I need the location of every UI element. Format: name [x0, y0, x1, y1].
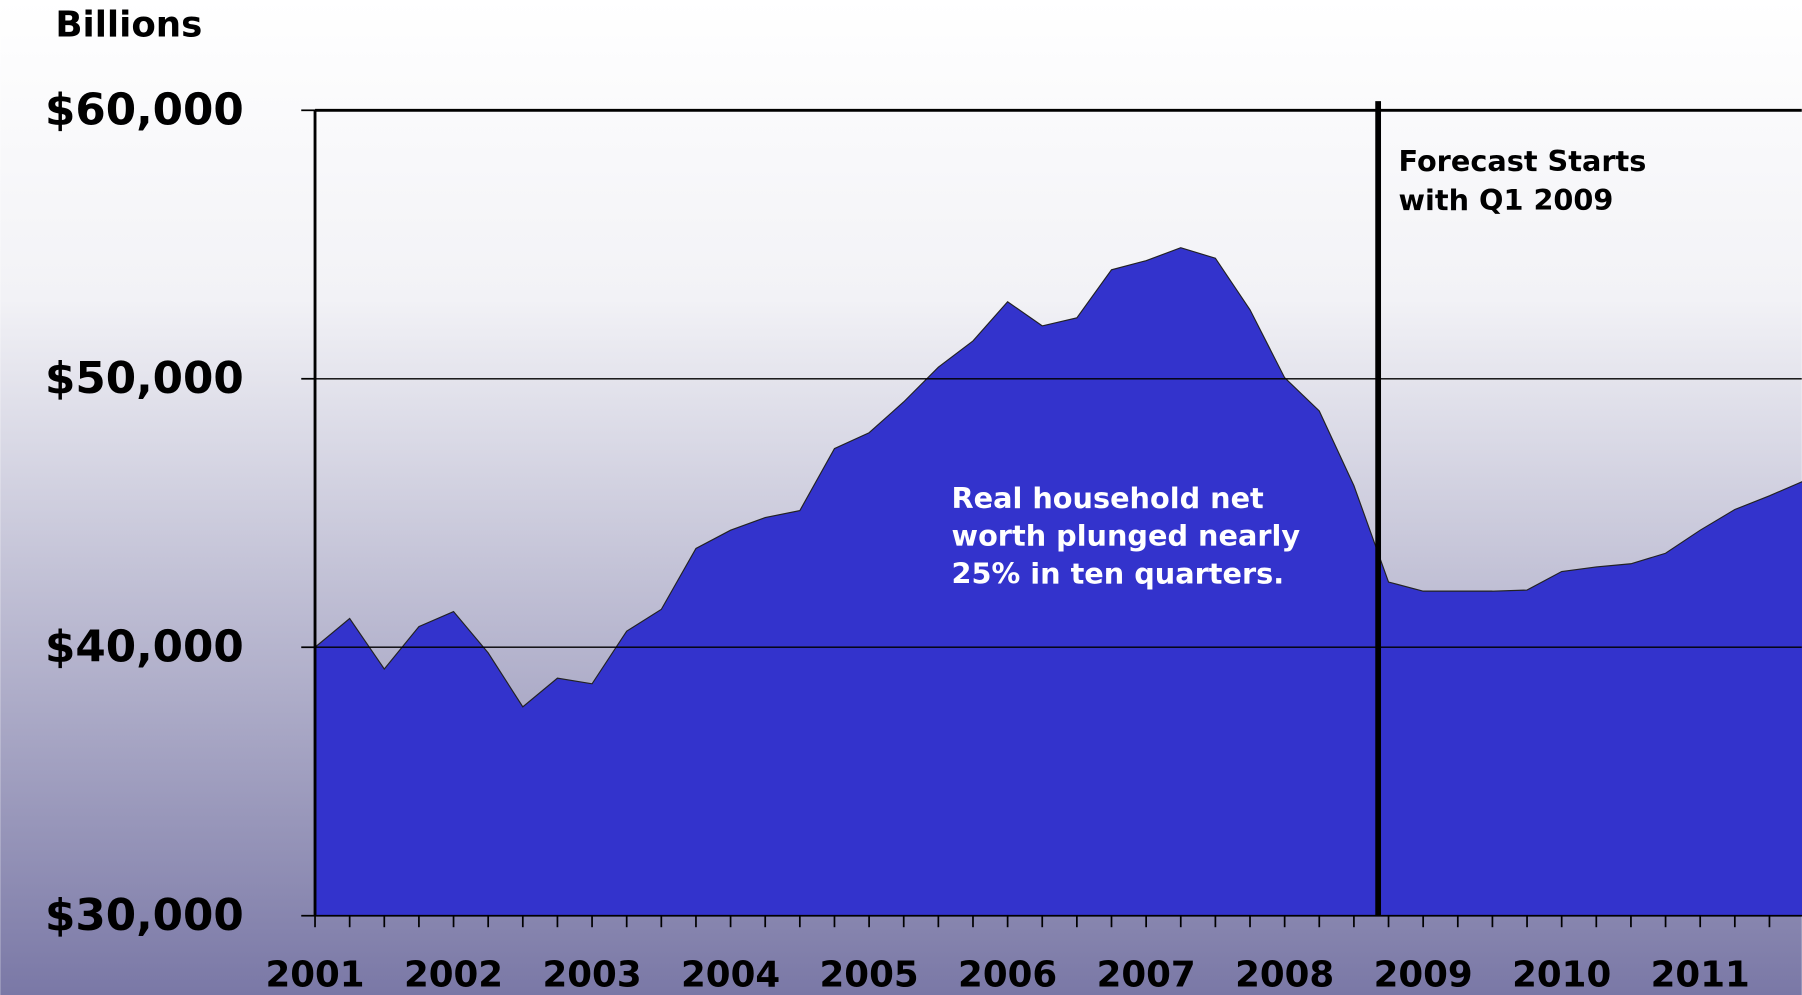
x-tick-label: 2006: [958, 955, 1057, 995]
y-unit-label: Billions: [55, 4, 202, 45]
forecast-label: with Q1 2009: [1399, 183, 1614, 217]
annotation: worth plunged nearly: [952, 519, 1301, 553]
x-tick-label: 2009: [1374, 955, 1473, 995]
x-tick-label: 2003: [543, 955, 642, 995]
annotation: 25% in ten quarters.: [952, 557, 1285, 591]
x-tick-label: 2005: [820, 955, 919, 995]
y-tick-label: $60,000: [45, 85, 244, 136]
y-tick-label: $50,000: [45, 353, 244, 404]
annotation: Real household net: [952, 481, 1265, 515]
forecast-label: Forecast Starts: [1399, 144, 1647, 178]
x-tick-label: 2008: [1235, 955, 1334, 995]
x-tick-label: 2002: [404, 955, 503, 995]
x-tick-label: 2011: [1651, 955, 1750, 995]
area: [314, 247, 1802, 917]
x-tick-label: 2007: [1097, 955, 1196, 995]
x-tick-label: 2001: [265, 955, 364, 995]
y-tick-label: $40,000: [45, 622, 244, 673]
x-tick-label: 2004: [681, 955, 780, 995]
y-tick-label: $30,000: [45, 890, 244, 941]
x-tick-label: 2010: [1512, 955, 1611, 995]
